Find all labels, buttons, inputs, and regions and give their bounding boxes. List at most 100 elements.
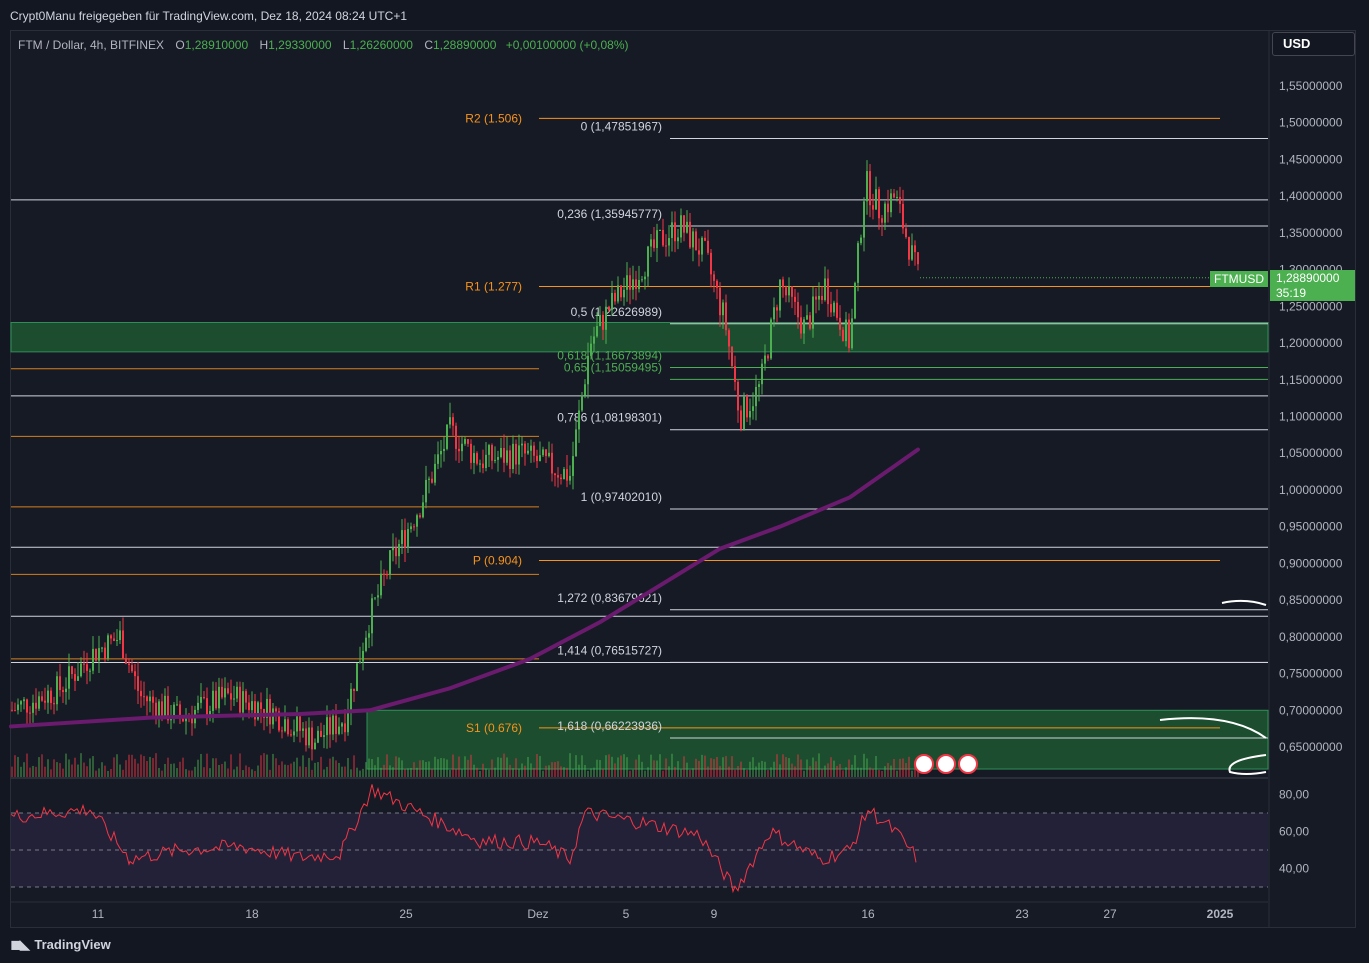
volume-bar bbox=[797, 754, 799, 777]
candle-body bbox=[686, 221, 688, 233]
last-price-tag: 1,28890000 35:19 bbox=[1270, 270, 1355, 301]
candle-body bbox=[524, 443, 526, 454]
candle-body bbox=[809, 315, 811, 329]
candle-body bbox=[863, 201, 865, 238]
volume-bar bbox=[38, 757, 40, 777]
candle-body bbox=[689, 221, 691, 248]
date-tick-label: 18 bbox=[245, 907, 259, 921]
volume-bar bbox=[143, 756, 145, 777]
candle-body bbox=[755, 386, 757, 407]
volume-bar bbox=[590, 768, 592, 777]
volume-bar bbox=[689, 769, 691, 777]
candle-body bbox=[869, 171, 871, 206]
candle-body bbox=[26, 699, 28, 713]
volume-bar bbox=[473, 764, 475, 777]
candle-body bbox=[35, 702, 37, 709]
candle-body bbox=[566, 469, 568, 481]
candle-body bbox=[599, 314, 601, 326]
candle-body bbox=[347, 712, 349, 733]
volume-bar bbox=[326, 766, 328, 777]
volume-bar bbox=[395, 756, 397, 777]
symbol-label[interactable]: FTM / Dollar, 4h, BITFINEX bbox=[18, 38, 165, 52]
candle-body bbox=[104, 647, 106, 659]
candle-body bbox=[491, 445, 493, 461]
volume-bar bbox=[239, 753, 241, 777]
candle-body bbox=[800, 317, 802, 334]
volume-bar bbox=[770, 767, 772, 777]
volume-bar bbox=[248, 767, 250, 777]
price-tick-label: 0,80000000 bbox=[1279, 630, 1343, 644]
candle-body bbox=[419, 515, 421, 518]
volume-bar bbox=[98, 768, 100, 777]
candle-body bbox=[68, 666, 70, 689]
high-key: H bbox=[259, 38, 269, 52]
candle-body bbox=[713, 274, 715, 281]
candle-body bbox=[710, 252, 712, 275]
volume-bar bbox=[14, 755, 16, 777]
pivot-label-P: P (0.904) bbox=[473, 553, 522, 567]
candle-body bbox=[905, 228, 907, 238]
candle-body bbox=[908, 237, 910, 260]
volume-bar bbox=[863, 753, 865, 777]
volume-bar bbox=[65, 753, 67, 777]
volume-bar bbox=[329, 758, 331, 777]
volume-bar bbox=[674, 767, 676, 777]
candle-body bbox=[167, 695, 169, 721]
volume-bar bbox=[197, 759, 199, 777]
candle-body bbox=[278, 711, 280, 731]
candle-body bbox=[356, 663, 358, 692]
tradingview-logo[interactable]: ◼◣ TradingView bbox=[10, 936, 111, 953]
candle-body bbox=[842, 329, 844, 342]
candle-body bbox=[170, 718, 172, 721]
candle-body bbox=[782, 279, 784, 288]
candle-body bbox=[404, 530, 406, 548]
candle-body bbox=[779, 279, 781, 311]
candle-body bbox=[395, 547, 397, 557]
volume-bar bbox=[887, 762, 889, 777]
volume-bar bbox=[491, 759, 493, 777]
candle-body bbox=[707, 240, 709, 253]
candle-body bbox=[632, 279, 634, 290]
candle-body bbox=[80, 663, 82, 677]
volume-bar bbox=[428, 761, 430, 777]
candle-body bbox=[368, 633, 370, 638]
candle-body bbox=[206, 698, 208, 717]
candle-body bbox=[191, 716, 193, 724]
currency-button[interactable]: USD bbox=[1272, 32, 1355, 56]
candle-body bbox=[521, 443, 523, 446]
candle-body bbox=[860, 237, 862, 244]
candle-body bbox=[218, 686, 220, 709]
volume-bar bbox=[902, 758, 904, 777]
candle-body bbox=[914, 245, 916, 253]
volume-bar bbox=[875, 755, 877, 777]
volume-bar bbox=[755, 766, 757, 777]
volume-bar bbox=[308, 757, 310, 777]
volume-bar bbox=[830, 757, 832, 777]
candle-body bbox=[848, 319, 850, 349]
volume-bar bbox=[71, 764, 73, 777]
candle-body bbox=[359, 661, 361, 664]
volume-bar bbox=[803, 770, 805, 777]
volume-bar bbox=[74, 757, 76, 777]
volume-bar bbox=[566, 767, 568, 777]
volume-bar bbox=[203, 767, 205, 777]
volume-bar bbox=[707, 766, 709, 777]
volume-bar bbox=[269, 769, 271, 777]
candle-body bbox=[758, 384, 760, 387]
change-value: +0,00100000 (+0,08%) bbox=[505, 38, 629, 52]
candle-body bbox=[596, 325, 598, 337]
volume-bar bbox=[497, 757, 499, 777]
volume-bar bbox=[668, 766, 670, 777]
volume-bar bbox=[593, 767, 595, 777]
volume-bar bbox=[137, 763, 139, 777]
candle-body bbox=[224, 688, 226, 698]
volume-bar bbox=[149, 756, 151, 777]
price-tick-label: 0,90000000 bbox=[1279, 556, 1343, 570]
volume-bar bbox=[167, 757, 169, 777]
candle-body bbox=[824, 278, 826, 301]
candle-body bbox=[197, 702, 199, 710]
volume-bar bbox=[737, 765, 739, 777]
candle-body bbox=[446, 424, 448, 449]
candle-body bbox=[308, 727, 310, 746]
